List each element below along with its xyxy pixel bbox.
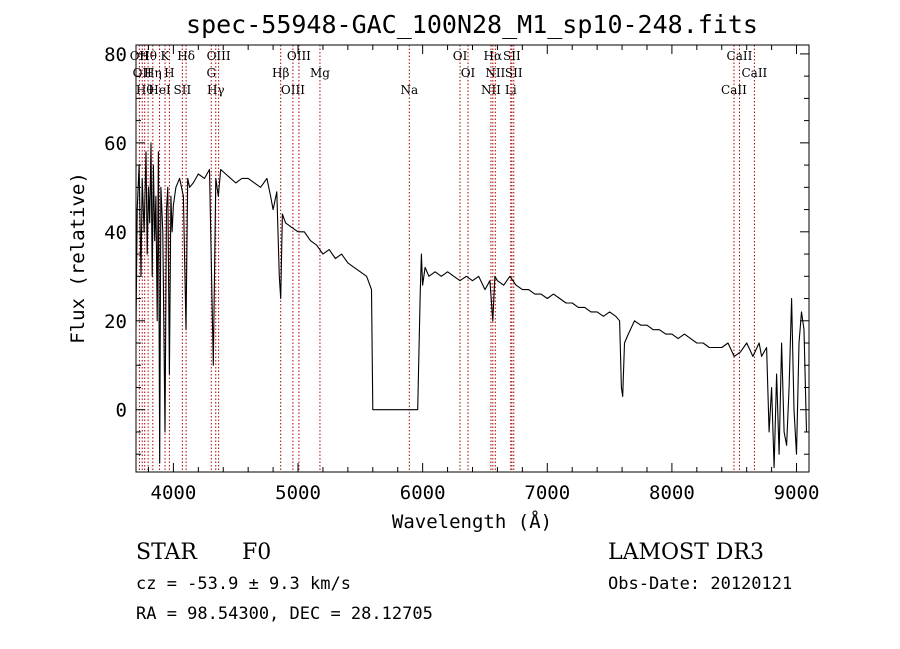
y-tick-label: 20 (104, 311, 127, 333)
x-tick-label: 5000 (275, 482, 321, 504)
y-axis-label: Flux (relative) (67, 172, 89, 344)
line-label: OIII (287, 49, 311, 63)
line-label: OIII (281, 83, 305, 97)
y-tick-label: 40 (104, 222, 127, 244)
line-label: SII (503, 49, 521, 63)
line-label: Mg (310, 66, 330, 80)
x-tick-label: 9000 (774, 482, 820, 504)
line-label: Hβ (272, 66, 289, 80)
x-tick-label: 8000 (649, 482, 695, 504)
line-labels: OIIOIIHθHθHηHeIKHSIIHδGHγOIIIHβOIIIOIIIM… (130, 49, 768, 97)
line-label: G (206, 66, 216, 80)
object-class: STAR (136, 540, 197, 565)
line-label: Hθ (139, 49, 157, 63)
line-label: Hη (144, 66, 162, 80)
line-label: Hδ (177, 49, 195, 63)
line-label: OII (130, 49, 150, 63)
object-subclass: F0 (242, 540, 272, 565)
chart-title: spec-55948-GAC_100N28_M1_sp10-248.fits (186, 10, 758, 39)
line-label: OI (461, 66, 476, 80)
observation-date: Obs-Date: 20120121 (608, 574, 793, 594)
plot-frame (135, 44, 810, 473)
redshift-velocity: cz = -53.9 ± 9.3 km/s (136, 574, 351, 594)
x-tick-label: 6000 (400, 482, 446, 504)
x-axis-label: Wavelength (Å) (392, 510, 552, 533)
coordinates: RA = 98.54300, DEC = 28.12705 (136, 604, 433, 624)
line-label: SII (174, 83, 192, 97)
line-label: Li (505, 83, 517, 97)
x-tick-label: 7000 (524, 482, 570, 504)
line-label: CaII (727, 49, 753, 63)
line-label: Hγ (207, 83, 225, 97)
line-label: OIII (207, 49, 231, 63)
line-label: HeI (148, 83, 171, 97)
line-label: SII (505, 66, 523, 80)
y-tick-label: 0 (116, 400, 127, 422)
line-label: NII (481, 83, 501, 97)
y-tick-label: 80 (104, 44, 127, 66)
line-label: CaII (741, 66, 767, 80)
survey-name: LAMOST DR3 (608, 540, 764, 565)
line-label: Hθ (136, 83, 154, 97)
y-tick-label: 60 (104, 133, 127, 155)
line-label: H (164, 66, 174, 80)
x-tick-label: 4000 (151, 482, 197, 504)
line-label: Na (400, 83, 418, 97)
line-label: CaII (721, 83, 747, 97)
spectrum-line (135, 142, 808, 469)
line-label: OI (453, 49, 468, 63)
line-label: NII (485, 66, 505, 80)
line-markers (138, 45, 755, 472)
axis-ticks: 4000 5000 6000 7000 8000 9000 0 20 40 60 80 (104, 44, 819, 504)
line-label: K (161, 49, 171, 63)
line-label: Hα (484, 49, 503, 63)
